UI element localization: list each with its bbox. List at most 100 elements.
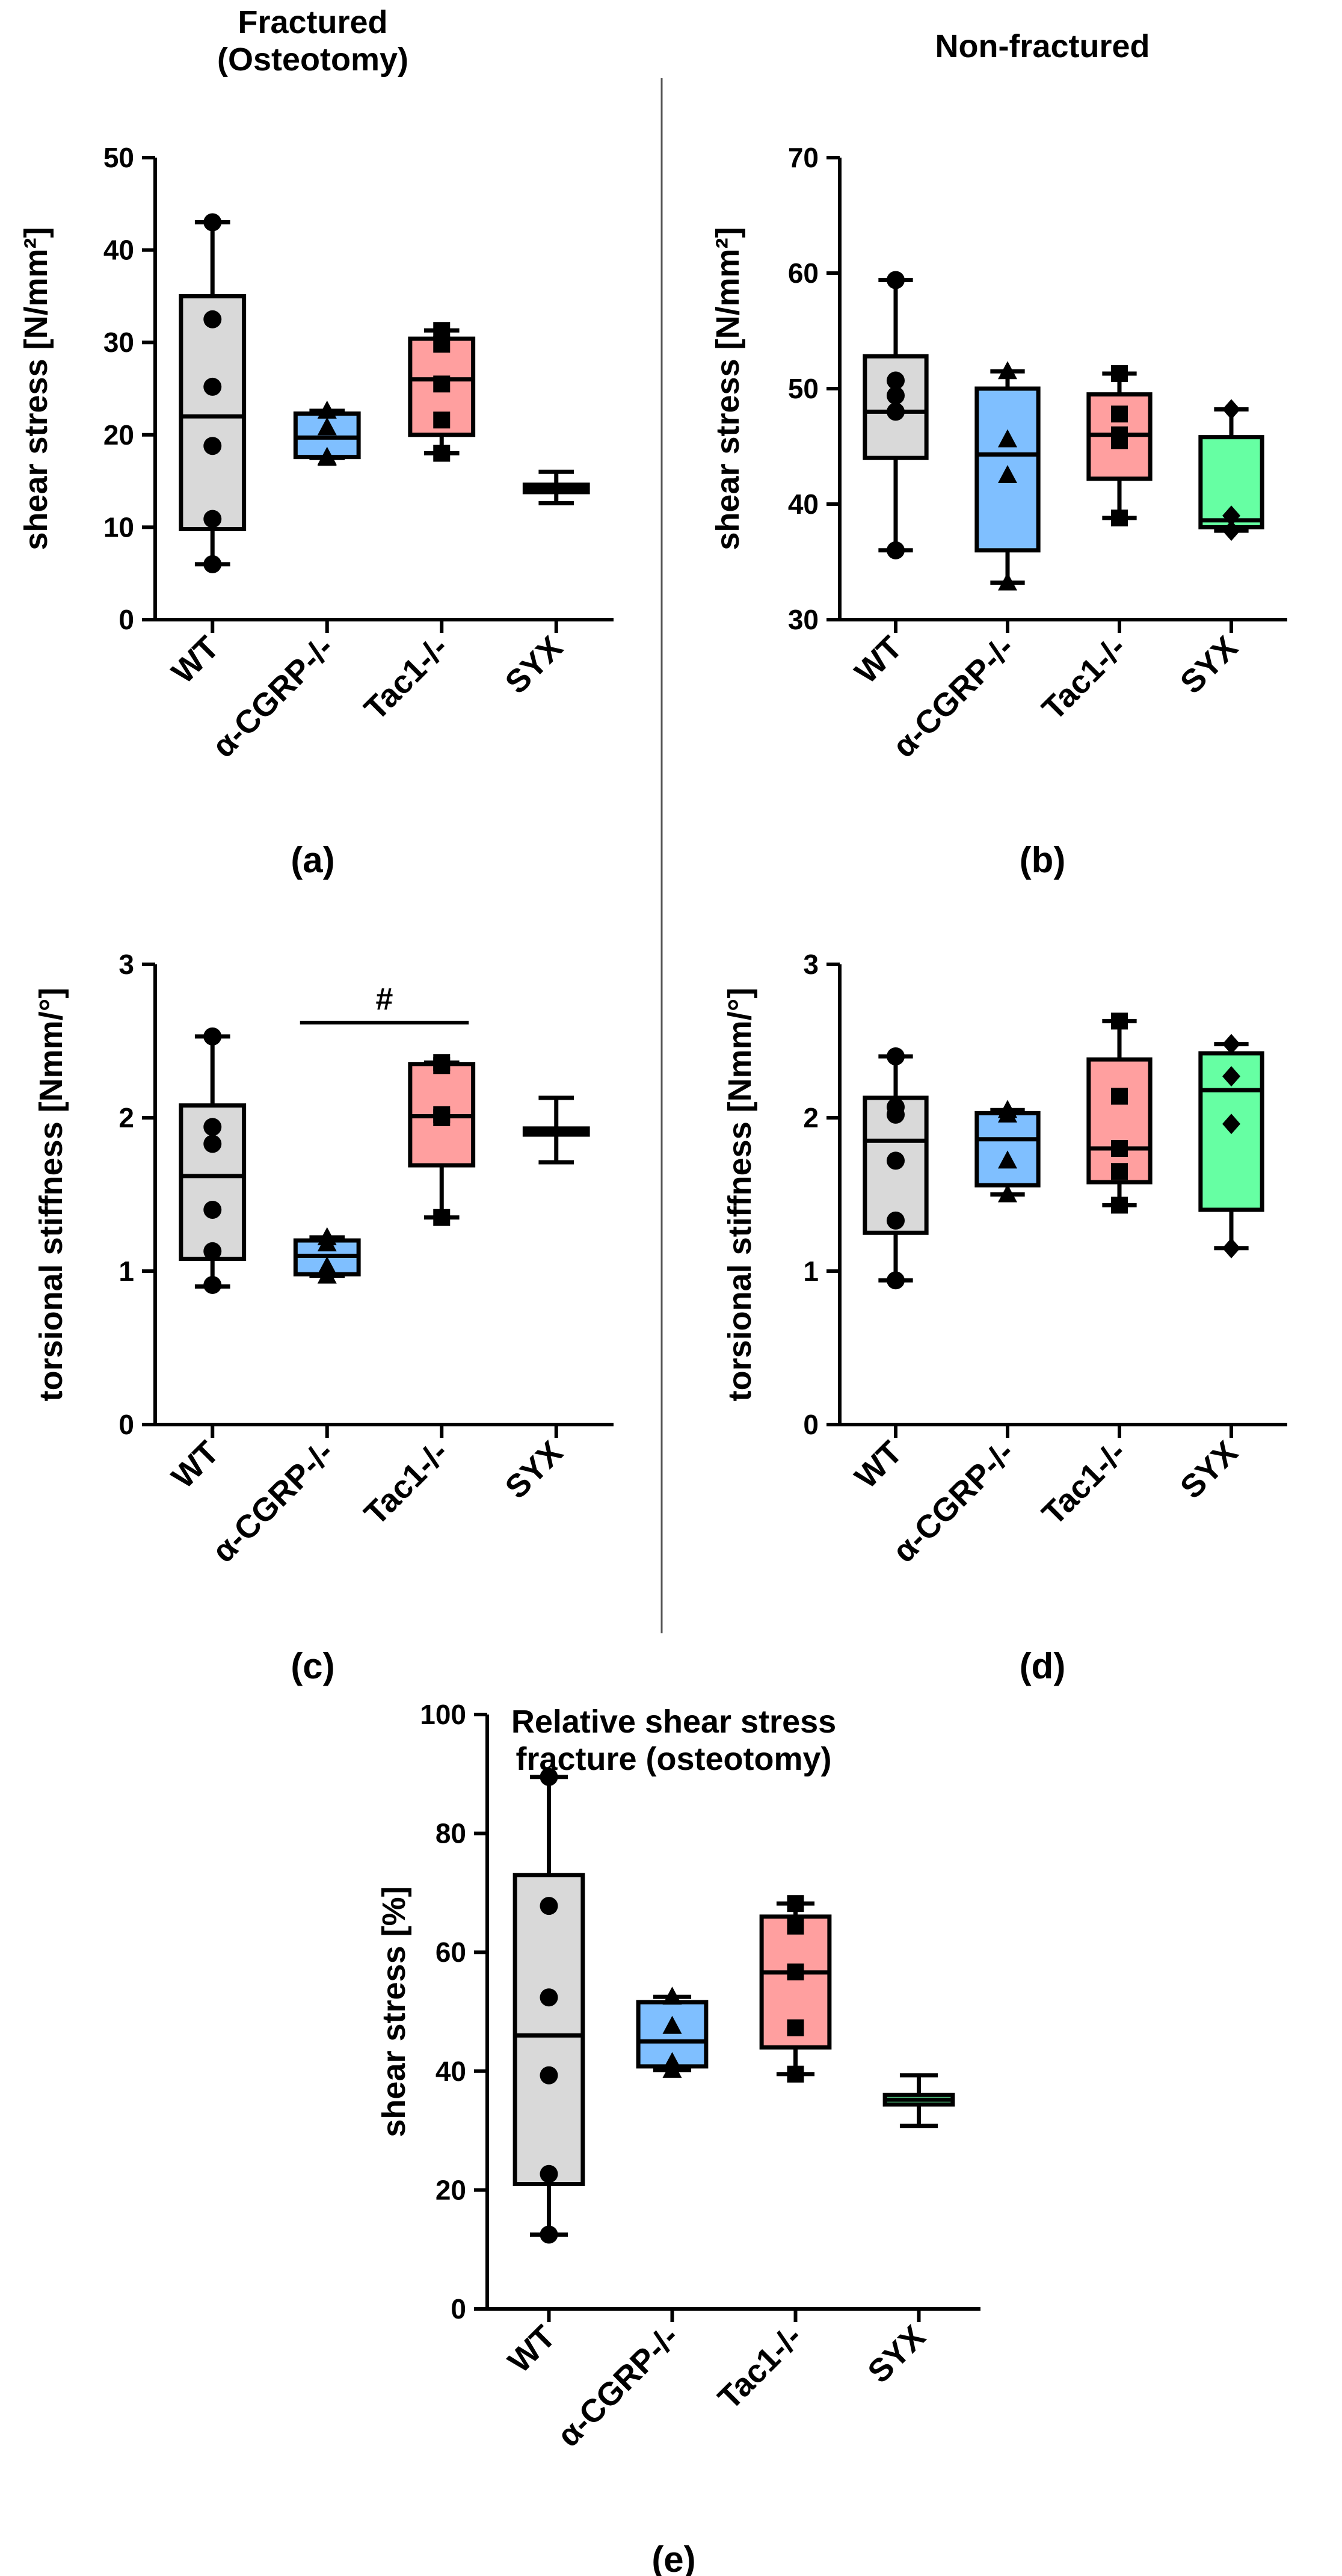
y-tick-label: 2 xyxy=(803,1102,819,1133)
chart-title-line: Relative shear stress xyxy=(511,1704,836,1740)
y-tick-label: 50 xyxy=(788,373,819,404)
chart-title-line: fracture (osteotomy) xyxy=(516,1741,831,1777)
data-point xyxy=(887,402,905,421)
x-tick-label: α-CGRP-/- xyxy=(550,2319,686,2454)
box-b-0 xyxy=(863,271,929,559)
y-tick-label: 3 xyxy=(803,949,819,980)
y-tick-label: 50 xyxy=(103,142,134,173)
data-point xyxy=(540,2165,558,2183)
y-tick-label: 0 xyxy=(451,2293,466,2325)
chart-title-line: Non-fractured xyxy=(935,28,1150,64)
data-point xyxy=(203,213,222,232)
y-tick-label: 20 xyxy=(436,2174,466,2205)
data-point xyxy=(1222,1034,1240,1055)
data-point xyxy=(203,510,222,528)
data-point xyxy=(540,1767,558,1786)
data-point xyxy=(433,1057,451,1074)
data-point xyxy=(1111,1163,1128,1180)
data-point xyxy=(1111,432,1128,449)
y-tick-label: 20 xyxy=(103,419,134,451)
box-a-0 xyxy=(179,213,247,573)
data-point xyxy=(887,1105,905,1124)
data-point xyxy=(317,1233,337,1252)
box-iqr xyxy=(1086,1057,1153,1185)
data-point xyxy=(787,2065,804,2083)
data-point xyxy=(540,2066,558,2085)
data-point xyxy=(887,371,905,390)
data-point xyxy=(1222,520,1240,541)
significance-marker: # xyxy=(376,982,393,1017)
box-e-0 xyxy=(512,1767,585,2244)
data-point xyxy=(1111,405,1128,423)
data-point xyxy=(433,375,451,393)
data-point xyxy=(998,572,1017,591)
y-tick-label: 3 xyxy=(119,949,134,980)
data-point xyxy=(887,1047,905,1065)
data-point xyxy=(998,429,1017,448)
x-tick-label: SYX xyxy=(498,629,570,701)
chart-panel-a: Fractured(Osteotomy) 0 10 20 30 40 50 shear str… xyxy=(18,4,614,880)
data-point xyxy=(433,445,451,462)
panel-label: (c) xyxy=(291,1646,334,1686)
box-e-1 xyxy=(636,1986,709,2078)
x-tick-label: α-CGRP-/- xyxy=(886,1434,1021,1570)
data-point xyxy=(317,448,337,466)
data-point xyxy=(887,386,905,405)
box-e-3 xyxy=(882,2073,955,2128)
y-tick-label: 0 xyxy=(803,1409,819,1440)
y-tick-label: 1 xyxy=(119,1256,134,1287)
data-point xyxy=(317,1265,337,1284)
data-point xyxy=(1111,1088,1128,1105)
data-point xyxy=(540,1988,558,2007)
data-point xyxy=(203,1201,222,1219)
data-point xyxy=(317,400,337,419)
data-point xyxy=(317,417,337,436)
box-c-3 xyxy=(522,1095,590,1165)
y-tick-label: 30 xyxy=(788,604,819,635)
data-point xyxy=(887,541,905,559)
x-tick-label: WT xyxy=(848,1434,910,1496)
data-point xyxy=(662,1986,682,2005)
data-point xyxy=(998,1184,1017,1203)
data-point xyxy=(998,361,1017,380)
y-axis-label: torsional stiffness [Nmm/°] xyxy=(722,988,758,1402)
data-point xyxy=(1222,1114,1240,1135)
y-axis-label: shear stress [N/mm²] xyxy=(710,227,746,550)
data-point xyxy=(787,1963,804,1980)
data-point xyxy=(317,1256,337,1275)
x-tick-label: Tac1-/- xyxy=(1035,1434,1133,1532)
y-tick-label: 40 xyxy=(436,2056,466,2087)
data-point xyxy=(433,411,451,429)
y-axis-label: shear stress [N/mm²] xyxy=(18,227,54,550)
x-tick-label: WT xyxy=(848,629,910,691)
data-point xyxy=(1111,1012,1128,1030)
x-tick-label: Tac1-/- xyxy=(711,2319,809,2417)
y-tick-label: 0 xyxy=(119,604,134,635)
panel-label: (e) xyxy=(651,2539,695,2576)
y-tick-label: 40 xyxy=(788,488,819,520)
y-tick-label: 30 xyxy=(103,327,134,358)
chart-title-line: Fractured xyxy=(238,4,387,40)
box-b-2 xyxy=(1086,365,1153,527)
box-d-3 xyxy=(1198,1034,1264,1259)
data-point xyxy=(887,1211,905,1230)
data-point xyxy=(998,465,1017,483)
y-tick-label: 0 xyxy=(119,1409,134,1440)
box-c-1 xyxy=(293,1227,361,1284)
data-point xyxy=(203,555,222,573)
y-tick-label: 70 xyxy=(788,142,819,173)
y-axis-label: torsional stiffness [Nmm/°] xyxy=(33,988,69,1402)
data-point xyxy=(203,1242,222,1260)
x-tick-label: SYX xyxy=(861,2319,932,2390)
data-point xyxy=(1111,1140,1128,1157)
data-point xyxy=(887,1271,905,1290)
data-point xyxy=(203,310,222,328)
x-tick-label: SYX xyxy=(498,1434,570,1506)
y-tick-label: 60 xyxy=(436,1937,466,1968)
data-point xyxy=(540,2225,558,2244)
x-tick-label: Tac1-/- xyxy=(357,1434,455,1532)
box-d-2 xyxy=(1086,1012,1153,1214)
data-point xyxy=(1222,505,1240,526)
data-point xyxy=(662,2059,682,2078)
